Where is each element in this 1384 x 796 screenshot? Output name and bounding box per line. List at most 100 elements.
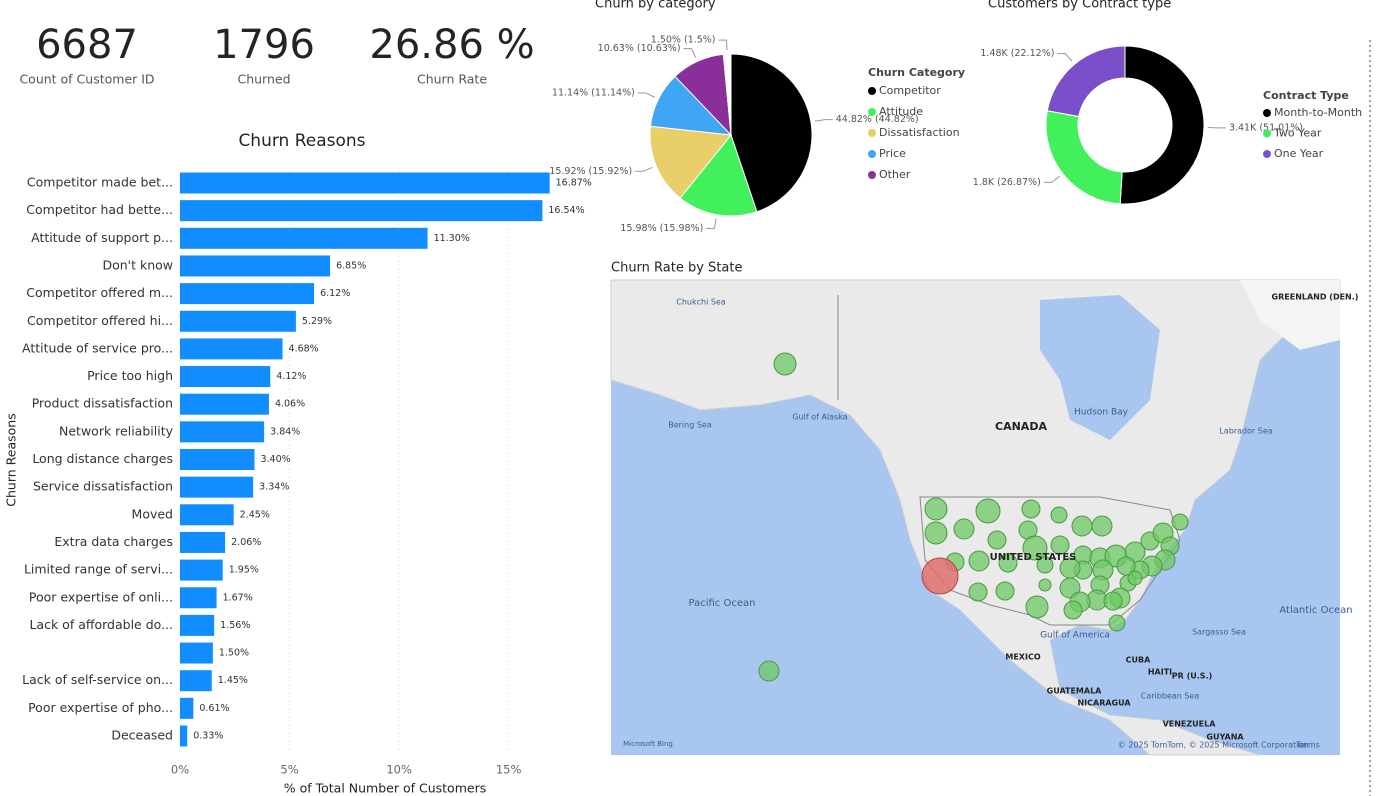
map-label: HAITI — [1148, 668, 1172, 677]
data-label: 0.33% — [193, 731, 223, 742]
map-bubble — [1050, 535, 1070, 555]
legend-swatch — [1263, 150, 1271, 158]
bar — [180, 200, 543, 222]
leader-line — [706, 218, 717, 230]
map-bubble — [1036, 556, 1054, 574]
data-label: 1.50% — [219, 648, 249, 659]
bar — [180, 283, 315, 305]
kpi-value: 1796 — [213, 22, 315, 68]
bar — [180, 449, 255, 470]
map-bubble — [1063, 600, 1083, 620]
map-bubble — [924, 521, 948, 545]
map-label: Microsoft Bing — [623, 740, 673, 748]
map-bubble — [953, 518, 975, 540]
data-label: 15.92% (15.92%) — [549, 166, 632, 177]
map-bubble — [924, 497, 948, 521]
data-label: 3.41K (51.01%) — [1229, 122, 1303, 133]
map-bubble — [758, 660, 780, 682]
bar — [180, 504, 234, 526]
map-land — [610, 279, 1341, 756]
x-tick-label: 0% — [171, 763, 189, 777]
legend-label: Two Year — [1273, 127, 1322, 140]
y-tick-label: Attitude of service pro... — [22, 340, 173, 355]
leader-line — [683, 48, 697, 58]
y-axis-title: Churn Reasons — [4, 413, 19, 506]
map-label: Atlantic Ocean — [1279, 605, 1352, 616]
legend-swatch — [868, 150, 876, 158]
chart-title: Customers by Contract type — [988, 0, 1171, 12]
slice — [1119, 45, 1205, 205]
bar — [180, 421, 265, 443]
chart-title: Churn by category — [595, 0, 716, 12]
map-label: © 2025 TomTom, © 2025 Microsoft Corporat… — [1118, 741, 1309, 750]
map-bubble — [998, 553, 1018, 573]
kpi-label: Count of Customer ID — [19, 72, 154, 87]
y-tick-label: Long distance charges — [32, 451, 173, 466]
data-label: 0.61% — [199, 703, 229, 714]
map-label: MEXICO — [1005, 653, 1040, 662]
kpi-label: Churn Rate — [417, 72, 487, 87]
kpi-label: Churned — [237, 72, 290, 87]
y-tick-label: Poor expertise of onli... — [29, 589, 173, 604]
map-bubble — [1127, 570, 1143, 586]
y-tick-label: Poor expertise of pho... — [28, 700, 173, 715]
bar — [180, 614, 215, 636]
map-label: Terms — [1295, 741, 1320, 750]
y-tick-label: Moved — [132, 506, 173, 521]
data-label: 6.85% — [336, 260, 366, 271]
map-bubble — [968, 550, 990, 572]
bar — [180, 587, 217, 609]
legend-swatch — [868, 108, 876, 116]
y-tick-label: Competitor had bette... — [26, 202, 173, 217]
leader-line — [1043, 175, 1060, 183]
map-bubble — [1050, 506, 1068, 524]
data-label: 1.50% (1.5%) — [651, 35, 716, 46]
legend-title: Contract Type — [1263, 89, 1349, 102]
map-label: PR (U.S.) — [1172, 672, 1212, 681]
map-label: GUATEMALA — [1047, 687, 1103, 696]
data-label: 11.30% — [434, 233, 470, 244]
leader-line — [637, 92, 656, 98]
legend-swatch — [868, 171, 876, 179]
bar — [180, 476, 254, 498]
bar — [180, 725, 188, 747]
legend-title: Churn Category — [868, 66, 965, 79]
y-tick-label: Attitude of support p... — [31, 230, 173, 245]
chart-title: Churn Rate by State — [611, 261, 742, 276]
y-tick-label: Competitor made bet... — [27, 175, 173, 190]
data-label: 1.67% — [223, 592, 253, 603]
legend-swatch — [1263, 129, 1271, 138]
legend-label: Attitude — [879, 105, 923, 118]
data-label: 4.12% — [276, 371, 306, 382]
map-label: UNITED STATES — [990, 552, 1077, 563]
map-label: Chukchi Sea — [676, 298, 726, 307]
map-greenland — [1240, 280, 1340, 350]
map-label: VENEZUELA — [1163, 720, 1217, 729]
data-label: 3.40% — [260, 454, 290, 465]
bar — [180, 172, 550, 194]
bar — [180, 227, 428, 249]
y-tick-label: Lack of self-service on... — [22, 672, 173, 687]
map-label: Labrador Sea — [1219, 427, 1272, 436]
map-label: CANADA — [995, 420, 1047, 433]
map-bubble — [995, 581, 1015, 601]
map-label: Bering Sea — [668, 421, 712, 430]
map-label: CUBA — [1126, 656, 1151, 665]
map-label: GUYANA — [1206, 733, 1244, 742]
data-label: 1.45% — [218, 675, 248, 686]
map-bubble — [1021, 499, 1041, 519]
map-bubble — [1038, 578, 1052, 592]
map-background — [610, 279, 1341, 756]
x-axis-title: % of Total Number of Customers — [284, 781, 486, 796]
map-label: Gulf of Alaska — [792, 413, 847, 422]
y-tick-label: Limited range of servi... — [24, 562, 173, 577]
data-label: 4.68% — [289, 343, 319, 354]
data-label: 16.87% — [556, 178, 592, 189]
map-bubble — [921, 557, 959, 595]
data-label: 1.48K (22.12%) — [980, 48, 1054, 59]
data-label: 3.34% — [259, 482, 289, 493]
data-label: 11.14% (11.14%) — [552, 87, 635, 98]
data-label: 1.8K (26.87%) — [973, 177, 1041, 188]
map-bubble — [987, 530, 1007, 550]
